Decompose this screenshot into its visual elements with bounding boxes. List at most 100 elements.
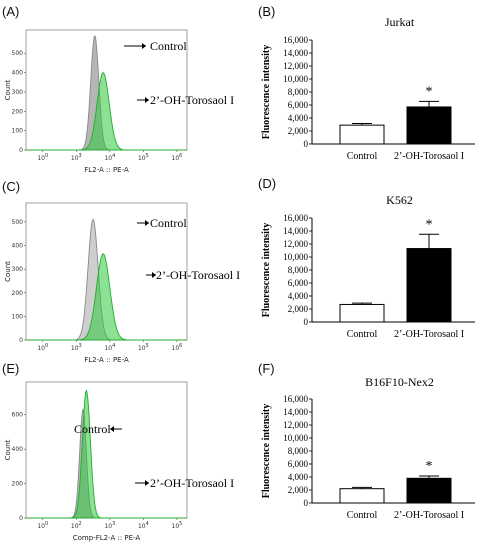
- x-tick-exponent: 4: [146, 521, 149, 527]
- x-tick-base: 10: [172, 155, 180, 162]
- x-tick-label: 103: [71, 153, 82, 162]
- x-tick-base: 10: [138, 345, 146, 352]
- histogram-curve-treated: [26, 72, 187, 151]
- x-tick-base: 10: [104, 155, 112, 162]
- x-tick-label: 106: [172, 343, 183, 352]
- y-tick-label: 500: [12, 50, 24, 57]
- x-axis-label: FL2-A :: PE-A: [84, 356, 129, 364]
- x-tick-base: 10: [172, 345, 180, 352]
- arrow-head: [145, 480, 149, 486]
- x-tick-label: 106: [172, 153, 183, 162]
- x-tick-exponent: 5: [146, 343, 149, 349]
- y-tick-label: 0: [304, 317, 309, 327]
- plot-frame: [25, 381, 188, 519]
- y-tick-label: 2,000: [288, 126, 309, 136]
- x-tick-base: 10: [172, 523, 180, 530]
- panel-letter: (E): [2, 361, 19, 376]
- y-tick-label: 0: [304, 139, 309, 149]
- chart-title: Jurkat: [385, 15, 415, 29]
- y-axis-label: Fluorescence intensity: [261, 45, 272, 140]
- panel-letter: (D): [258, 176, 276, 191]
- series-label: 2’-OH-Torosaol I: [150, 93, 234, 107]
- bar-treated: [406, 477, 452, 504]
- x-tick-label: 104: [138, 521, 149, 530]
- x-tick-label: 104: [104, 153, 115, 162]
- x-tick-exponent: 0: [45, 153, 48, 159]
- category-label: Control: [347, 329, 378, 340]
- y-tick-label: 100: [12, 313, 24, 320]
- y-tick-label: 200: [12, 481, 24, 488]
- x-axis-label: Comp-FL2-A :: PE-A: [73, 534, 141, 542]
- arrow-head: [145, 220, 149, 226]
- arrow-head: [110, 426, 114, 432]
- x-tick-base: 10: [104, 345, 112, 352]
- x-tick-label: 105: [138, 153, 149, 162]
- series-label: Control: [150, 216, 187, 230]
- panel-letter: (F): [258, 361, 275, 376]
- y-tick-label: 0: [19, 515, 23, 522]
- y-tick-label: 8,000: [288, 446, 309, 456]
- y-tick-label: 4,000: [288, 472, 309, 482]
- y-tick-label: 8,000: [288, 87, 309, 97]
- y-tick-label: 0: [19, 147, 23, 154]
- x-tick-base: 10: [71, 345, 79, 352]
- y-tick-label: 400: [12, 70, 24, 77]
- y-tick-label: 10,000: [283, 433, 308, 443]
- x-tick-label: 105: [138, 343, 149, 352]
- x-tick-exponent: 6: [179, 153, 182, 159]
- bar-control: [339, 303, 385, 323]
- x-tick-exponent: 2: [79, 521, 82, 527]
- y-tick-label: 4,000: [288, 113, 309, 123]
- bar-control: [339, 124, 385, 145]
- arrow-head: [142, 43, 146, 49]
- y-tick-label: 300: [12, 266, 24, 273]
- x-tick-exponent: 3: [112, 521, 115, 527]
- y-tick-label: 16,000: [283, 394, 308, 404]
- histogram-curve-treated: [26, 389, 187, 519]
- x-tick-exponent: 4: [112, 343, 115, 349]
- y-axis-label: Fluorescence intensity: [261, 404, 272, 499]
- panel-letter: (B): [258, 4, 275, 19]
- x-tick-exponent: 0: [45, 521, 48, 527]
- y-tick-label: 10,000: [283, 252, 308, 262]
- y-tick-label: 200: [12, 290, 24, 297]
- x-tick-exponent: 4: [112, 153, 115, 159]
- y-axis-label: Count: [4, 261, 12, 282]
- significance-marker: *: [426, 217, 433, 232]
- y-tick-label: 14,000: [283, 407, 308, 417]
- x-tick-base: 10: [71, 523, 79, 530]
- category-label: 2’-OH-Torosaol I: [394, 151, 464, 162]
- y-tick-label: 500: [12, 219, 24, 226]
- x-tick-label: 100: [37, 153, 48, 162]
- x-tick-base: 10: [104, 523, 112, 530]
- y-tick-label: 14,000: [283, 226, 308, 236]
- y-tick-label: 600: [12, 412, 24, 419]
- significance-marker: *: [426, 459, 433, 474]
- x-tick-base: 10: [37, 345, 45, 352]
- y-tick-label: 400: [12, 243, 24, 250]
- x-tick-label: 100: [37, 521, 48, 530]
- x-tick-exponent: 5: [179, 521, 182, 527]
- x-tick-exponent: 0: [45, 343, 48, 349]
- arrow-head: [152, 272, 156, 278]
- series-label: Control: [150, 39, 187, 53]
- y-tick-label: 16,000: [283, 35, 308, 45]
- x-tick-label: 105: [172, 521, 183, 530]
- y-tick-label: 6,000: [288, 100, 309, 110]
- chart-title: B16F10-Nex2: [365, 375, 434, 389]
- y-tick-label: 12,000: [283, 61, 308, 71]
- y-tick-label: 16,000: [283, 213, 308, 223]
- x-tick-base: 10: [37, 155, 45, 162]
- y-tick-label: 6,000: [288, 278, 309, 288]
- x-tick-label: 102: [71, 521, 82, 530]
- histogram-curve-treated: [26, 253, 187, 341]
- y-tick-label: 300: [12, 89, 24, 96]
- series-label: 2’-OH-Torosaol I: [156, 268, 240, 282]
- x-tick-label: 103: [104, 521, 115, 530]
- series-label: Control: [74, 422, 111, 436]
- x-tick-base: 10: [37, 523, 45, 530]
- series-label: 2’-OH-Torosaol I: [150, 476, 234, 490]
- bar-treated: [406, 248, 452, 323]
- y-tick-label: 2,000: [288, 304, 309, 314]
